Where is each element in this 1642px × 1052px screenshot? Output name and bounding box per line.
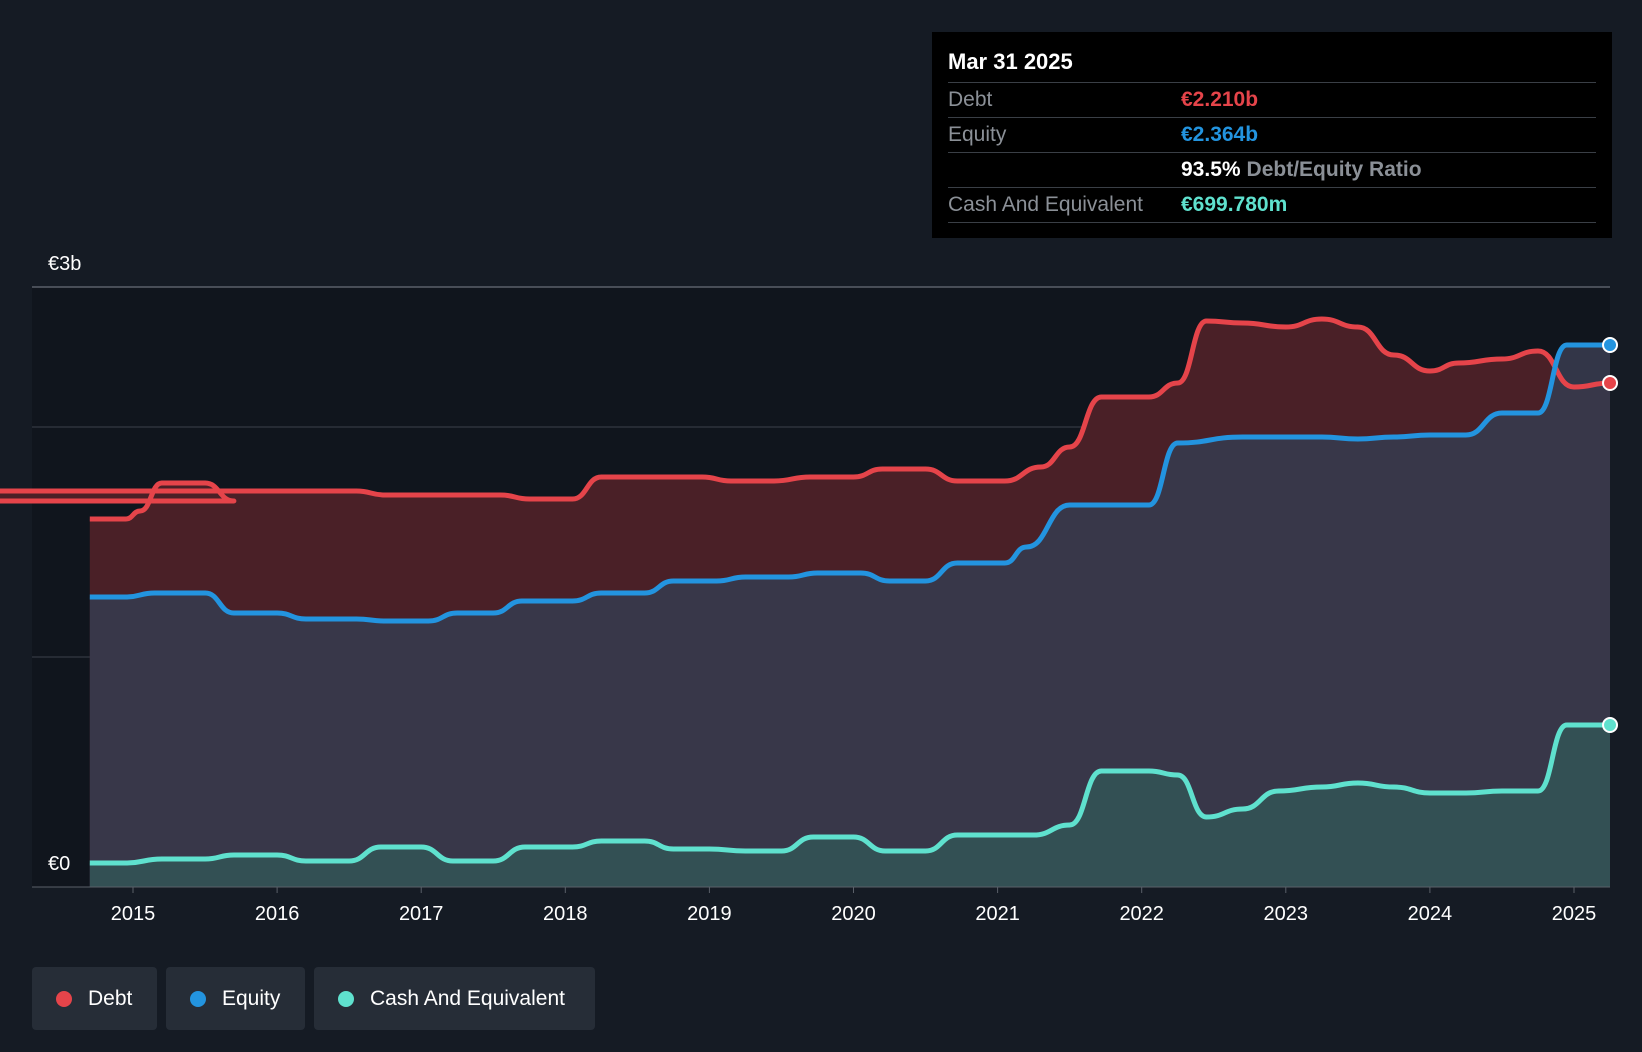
x-tick-label: 2021 bbox=[975, 903, 1020, 925]
legend-item-debt[interactable]: Debt bbox=[32, 967, 157, 1030]
legend-cash-label: Cash And Equivalent bbox=[370, 986, 565, 1010]
x-tick-label: 2015 bbox=[111, 903, 156, 925]
y-axis-labels: €3b €0 bbox=[48, 253, 81, 875]
legend-equity-label: Equity bbox=[222, 986, 281, 1010]
cash-end-marker[interactable] bbox=[1602, 717, 1619, 733]
tooltip-ratio-label: Debt/Equity Ratio bbox=[1246, 158, 1422, 181]
equity-area bbox=[89, 345, 1610, 887]
x-tick-label: 2025 bbox=[1552, 903, 1597, 925]
y-tick-label: €0 bbox=[48, 853, 70, 875]
debt-end-marker[interactable] bbox=[1602, 375, 1619, 391]
legend-item-cash[interactable]: Cash And Equivalent bbox=[314, 967, 595, 1030]
x-tick-label: 2017 bbox=[399, 903, 444, 925]
tooltip-panel: Mar 31 2025 Debt €2.210b Equity €2.364b … bbox=[932, 32, 1612, 238]
x-tick-label: 2024 bbox=[1408, 903, 1453, 925]
legend: Debt Equity Cash And Equivalent bbox=[32, 967, 604, 1030]
series-lines bbox=[0, 316, 1611, 866]
tooltip-ratio-row: 93.5% Debt/Equity Ratio bbox=[948, 152, 1596, 188]
debt-dot-icon bbox=[56, 990, 72, 1007]
tooltip-date: Mar 31 2025 bbox=[948, 32, 1596, 83]
x-axis-labels: 2015 2016 2017 2018 2019 2020 2021 2022 2023 2024… bbox=[111, 887, 1597, 925]
x-tick-label: 2018 bbox=[543, 903, 588, 925]
x-tick-label: 2023 bbox=[1264, 903, 1309, 925]
tooltip-cash-label: Cash And Equivalent bbox=[948, 193, 1143, 216]
equity-end-marker[interactable] bbox=[1602, 337, 1619, 353]
tooltip-debt-label: Debt bbox=[948, 88, 993, 111]
tooltip-debt-value: €2.210b bbox=[1181, 88, 1259, 111]
cash-dot-icon bbox=[338, 990, 354, 1007]
tooltip-ratio-value: 93.5% bbox=[1181, 158, 1241, 181]
legend-debt-label: Debt bbox=[88, 986, 133, 1010]
legend-item-equity[interactable]: Equity bbox=[166, 967, 305, 1030]
tooltip-ratio-spacer bbox=[948, 153, 1181, 187]
x-tick-label: 2019 bbox=[687, 903, 732, 925]
x-tick-label: 2016 bbox=[255, 903, 300, 925]
tooltip-equity-row: Equity €2.364b bbox=[948, 118, 1596, 152]
tooltip-cash-row: Cash And Equivalent €699.780m bbox=[948, 188, 1596, 223]
debt-line bbox=[0, 316, 1611, 522]
cash-line bbox=[89, 722, 1610, 866]
tooltip-cash-value: €699.780m bbox=[1181, 193, 1288, 216]
equity-line bbox=[89, 342, 1610, 624]
equity-dot-icon bbox=[190, 990, 206, 1007]
tooltip-equity-value: €2.364b bbox=[1181, 123, 1259, 146]
x-tick-label: 2020 bbox=[831, 903, 876, 925]
x-tick-label: 2022 bbox=[1119, 903, 1164, 925]
y-tick-label: €3b bbox=[48, 253, 81, 275]
cash-area bbox=[89, 725, 1610, 887]
tooltip-debt-row: Debt €2.210b bbox=[948, 83, 1596, 118]
series-areas bbox=[0, 319, 1610, 887]
series-end-markers bbox=[1602, 337, 1619, 733]
tooltip-equity-label: Equity bbox=[948, 123, 1007, 146]
